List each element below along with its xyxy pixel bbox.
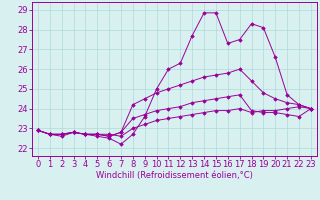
X-axis label: Windchill (Refroidissement éolien,°C): Windchill (Refroidissement éolien,°C) bbox=[96, 171, 253, 180]
